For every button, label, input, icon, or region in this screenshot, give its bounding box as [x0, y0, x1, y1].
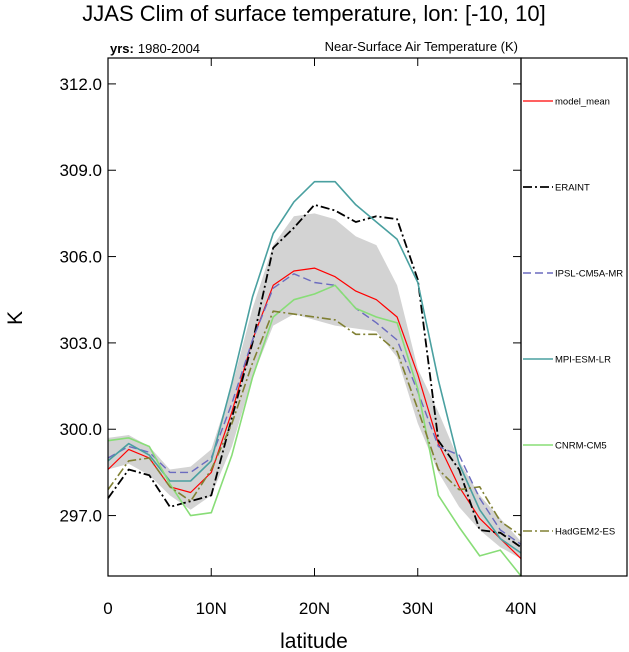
series-line-model_mean — [107, 267, 522, 560]
series-line-eraint — [107, 203, 522, 548]
chart-title: JJAS Clim of surface temperature, lon: [… — [82, 1, 545, 26]
subtitle-years-value: 1980-2004 — [138, 41, 200, 56]
legend-label: model_mean — [555, 97, 610, 108]
x-tick-label: 10N — [196, 599, 227, 618]
subtitle-left: yrs: 1980-2004 — [110, 41, 200, 56]
x-axis-label: latitude — [280, 630, 348, 652]
legend-frame — [520, 57, 628, 577]
y-tick-label: 309.0 — [59, 161, 102, 180]
x-tick-label: 20N — [299, 599, 330, 618]
x-tick-label: 30N — [402, 599, 433, 618]
legend: model_mean ERAINT IPSL-CM5A-MR MPI-ESM-LR CN… — [523, 97, 623, 538]
y-tick-label: 312.0 — [59, 75, 102, 94]
legend-label: CNRM-CM5 — [555, 441, 607, 452]
legend-label: HadGEM2-ES — [555, 527, 615, 538]
x-tick-label: 0 — [103, 599, 112, 618]
series-line-ipsl-cm5a-mr — [107, 273, 522, 545]
legend-label: IPSL-CM5A-MR — [555, 269, 623, 280]
y-tick-label: 303.0 — [59, 334, 102, 353]
y-tick-label: 297.0 — [59, 507, 102, 526]
series-layer — [107, 180, 522, 577]
subtitle-right: Near-Surface Air Temperature (K) — [325, 39, 518, 54]
x-tick-label: 40N — [505, 599, 536, 618]
series-line-cnrm-cm5 — [107, 284, 522, 577]
y-tick-label: 306.0 — [59, 248, 102, 267]
y-axis-label: K — [4, 311, 27, 325]
legend-label: ERAINT — [555, 183, 590, 194]
series-line-mpi-esm-lr — [107, 180, 522, 554]
subtitle-years-label: yrs: — [110, 41, 134, 56]
y-tick-label: 300.0 — [59, 420, 102, 439]
ticks-layer: 297.0 300.0 303.0 306.0 309.0 312.0 0 10N 20N 30N… — [59, 58, 537, 618]
legend-label: MPI-ESM-LR — [555, 355, 611, 366]
spread-band — [108, 213, 521, 559]
